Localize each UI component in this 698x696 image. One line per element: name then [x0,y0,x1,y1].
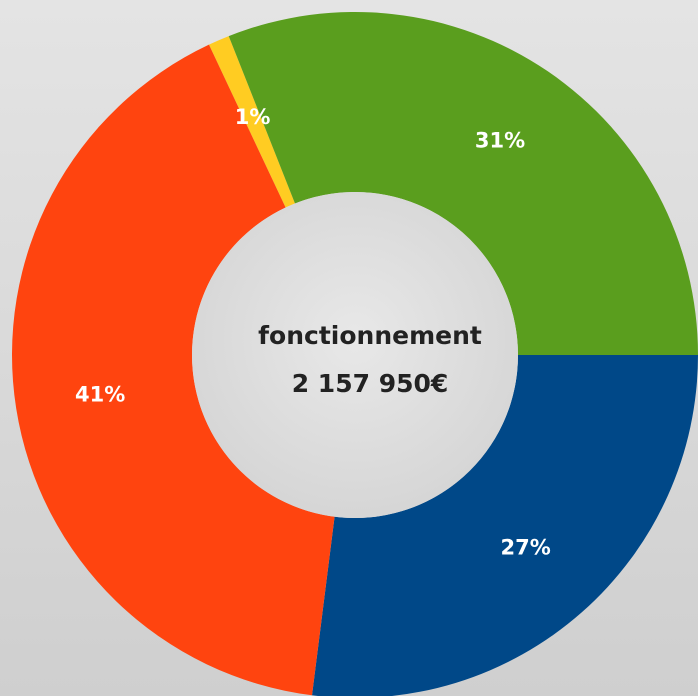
data-label: 1% [235,105,271,129]
donut-segment [228,11,698,355]
donut-segment [11,44,335,696]
donut-hole [192,192,518,518]
donut [11,11,698,696]
data-label: 27% [500,536,550,560]
data-label: 31% [475,129,525,153]
center-title: fonctionnement [258,321,482,350]
data-label: 41% [75,382,125,406]
center-value: 2 157 950€ [292,369,449,398]
donut-segment [312,355,698,696]
donut-segment [208,36,295,208]
